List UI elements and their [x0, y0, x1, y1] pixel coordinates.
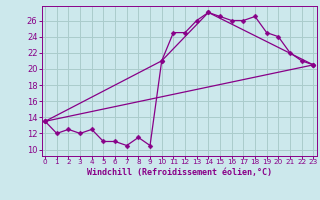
X-axis label: Windchill (Refroidissement éolien,°C): Windchill (Refroidissement éolien,°C)	[87, 168, 272, 177]
